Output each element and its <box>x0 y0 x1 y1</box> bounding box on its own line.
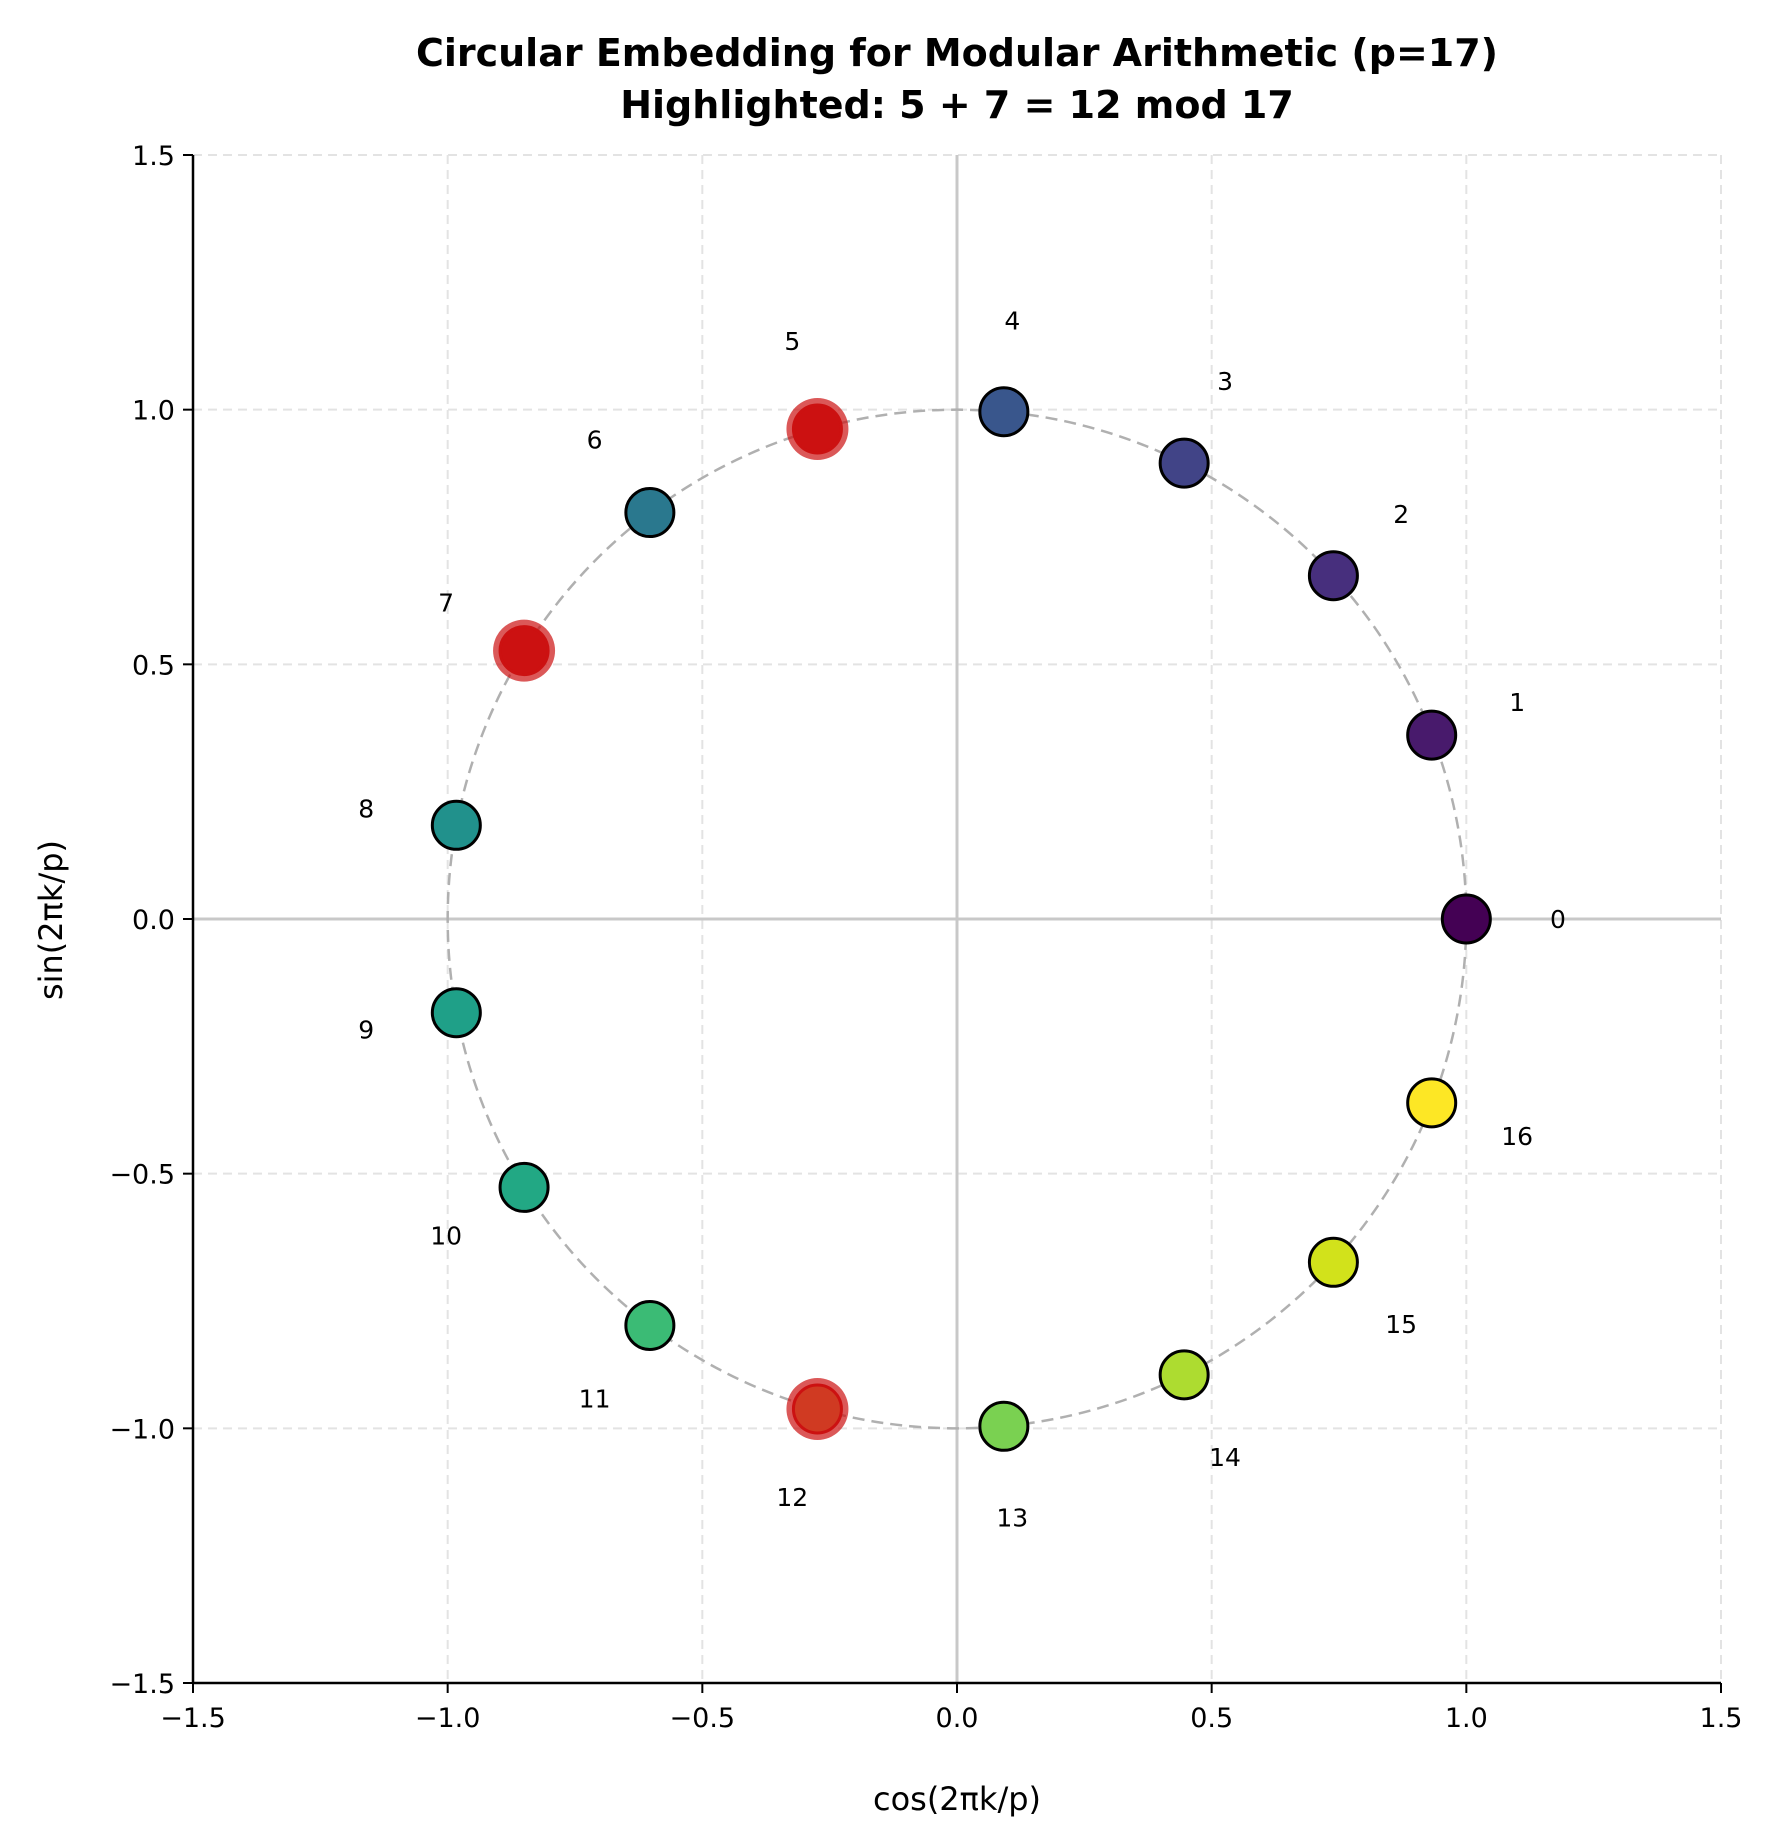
point-1 <box>1406 709 1458 761</box>
y-tick-label: −0.5 <box>109 1160 175 1191</box>
point-5 <box>791 403 843 455</box>
chart-subtitle: Highlighted: 5 + 7 = 12 mod 17 <box>620 83 1294 127</box>
point-2 <box>1307 550 1359 602</box>
x-tick-label: 1.0 <box>1445 1703 1488 1734</box>
x-tick-label: 0.5 <box>1190 1703 1233 1734</box>
point-label-1: 1 <box>1509 688 1525 717</box>
x-axis-label: cos(2πk/p) <box>873 1780 1041 1818</box>
point-14 <box>1158 1349 1210 1401</box>
point-13 <box>978 1400 1030 1452</box>
x-tick-label: −0.5 <box>670 1703 736 1734</box>
point-16 <box>1406 1077 1458 1129</box>
y-tick-label: −1.0 <box>109 1414 175 1445</box>
x-tick-label: 1.5 <box>1700 1703 1743 1734</box>
point-12 <box>791 1383 843 1435</box>
y-tick-label: 1.0 <box>132 396 175 427</box>
axes-layer: −1.5 −1.0 −0.5 0.0 0.5 1.0 1.5 −1.5 −1.0 −0.5 0.0 0… <box>109 141 1742 1734</box>
point-label-0: 0 <box>1550 905 1566 934</box>
point-label-6: 6 <box>587 425 603 454</box>
point-label-16: 16 <box>1501 1122 1533 1151</box>
point-15 <box>1307 1236 1359 1288</box>
point-label-3: 3 <box>1217 367 1233 396</box>
chart-title: Circular Embedding for Modular Arithmeti… <box>416 31 1498 75</box>
point-label-9: 9 <box>358 1016 374 1045</box>
y-tick-label: 1.5 <box>132 141 175 172</box>
point-label-4: 4 <box>1004 306 1020 335</box>
point-8 <box>430 799 482 851</box>
point-11 <box>624 1299 676 1351</box>
y-axis-label: sin(2πk/p) <box>32 840 70 1000</box>
y-tick-label: 0.5 <box>132 650 175 681</box>
point-label-2: 2 <box>1393 500 1409 529</box>
point-10 <box>498 1161 550 1213</box>
point-7 <box>498 625 550 677</box>
point-9 <box>430 987 482 1039</box>
point-label-7: 7 <box>438 588 454 617</box>
y-tick-label: 0.0 <box>132 905 175 936</box>
point-label-5: 5 <box>784 327 800 356</box>
point-4 <box>978 386 1030 438</box>
x-tick-label: −1.0 <box>415 1703 481 1734</box>
point-label-15: 15 <box>1385 1310 1417 1339</box>
point-3 <box>1158 437 1210 489</box>
x-tick-label: −1.5 <box>160 1703 226 1734</box>
point-label-13: 13 <box>996 1504 1028 1533</box>
x-tick-label: 0.0 <box>936 1703 979 1734</box>
point-0 <box>1440 893 1492 945</box>
y-tick-label: −1.5 <box>109 1669 175 1700</box>
point-label-10: 10 <box>430 1222 462 1251</box>
point-6 <box>624 487 676 539</box>
point-label-11: 11 <box>579 1385 611 1414</box>
point-label-12: 12 <box>776 1483 808 1512</box>
point-label-8: 8 <box>358 794 374 823</box>
point-label-14: 14 <box>1209 1443 1241 1472</box>
